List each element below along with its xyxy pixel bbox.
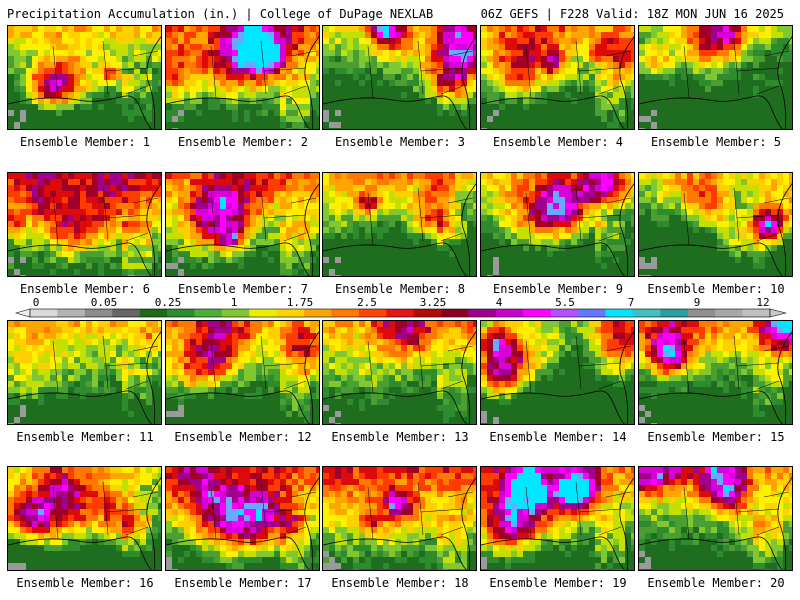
colorbar-tick-label: 0.05 [90,296,118,309]
colorbar-tick-label: 0 [32,296,40,309]
colorbar-tick-label: 12 [756,296,770,309]
ensemble-member-label: Ensemble Member: 15 [647,430,785,444]
ensemble-member-map-14 [480,320,635,425]
ensemble-member-map-12 [165,320,320,425]
ensemble-member-map-18 [322,466,477,571]
ensemble-member-map-13 [322,320,477,425]
ensemble-member-label: Ensemble Member: 2 [177,135,309,149]
ensemble-member-map-15 [638,320,793,425]
ensemble-member-label: Ensemble Member: 16 [16,576,154,590]
ensemble-member-map-10 [638,172,793,277]
ensemble-member-map-1 [7,25,162,130]
precipitation-color-scale [14,308,787,318]
ensemble-member-label: Ensemble Member: 12 [174,430,312,444]
colorbar-tick-label: 3.25 [419,296,447,309]
ensemble-member-label: Ensemble Member: 5 [650,135,782,149]
ensemble-member-map-20 [638,466,793,571]
colorbar-tick-label: 2.5 [357,296,377,309]
ensemble-member-map-16 [7,466,162,571]
colorbar-tick-label: 0.25 [154,296,182,309]
ensemble-member-label: Ensemble Member: 7 [177,282,309,296]
ensemble-member-map-4 [480,25,635,130]
ensemble-member-label: Ensemble Member: 4 [492,135,624,149]
colorbar-tick-label: 4 [495,296,503,309]
colorbar-tick-label: 5.5 [555,296,575,309]
ensemble-member-map-7 [165,172,320,277]
ensemble-member-label: Ensemble Member: 3 [334,135,466,149]
map-title: Precipitation Accumulation (in.) | Colle… [7,7,434,21]
ensemble-member-label: Ensemble Member: 17 [174,576,312,590]
colorbar-tick-label: 1 [230,296,238,309]
model-run-info: 06Z GEFS | F228 Valid: 18Z MON JUN 16 20… [480,7,784,21]
ensemble-member-map-11 [7,320,162,425]
ensemble-member-map-8 [322,172,477,277]
ensemble-member-label: Ensemble Member: 13 [331,430,469,444]
ensemble-member-map-17 [165,466,320,571]
ensemble-member-label: Ensemble Member: 19 [489,576,627,590]
ensemble-member-map-6 [7,172,162,277]
ensemble-member-map-5 [638,25,793,130]
ensemble-member-label: Ensemble Member: 8 [334,282,466,296]
ensemble-member-label: Ensemble Member: 1 [19,135,151,149]
ensemble-member-label: Ensemble Member: 10 [647,282,785,296]
ensemble-member-map-2 [165,25,320,130]
ensemble-member-map-3 [322,25,477,130]
ensemble-member-label: Ensemble Member: 9 [492,282,624,296]
ensemble-member-label: Ensemble Member: 6 [19,282,151,296]
colorbar-tick-label: 9 [693,296,701,309]
ensemble-member-map-19 [480,466,635,571]
ensemble-member-map-9 [480,172,635,277]
colorbar-tick-label: 1.75 [286,296,314,309]
ensemble-member-label: Ensemble Member: 20 [647,576,785,590]
ensemble-member-label: Ensemble Member: 11 [16,430,154,444]
ensemble-member-label: Ensemble Member: 18 [331,576,469,590]
ensemble-member-label: Ensemble Member: 14 [489,430,627,444]
colorbar-tick-label: 7 [627,296,635,309]
